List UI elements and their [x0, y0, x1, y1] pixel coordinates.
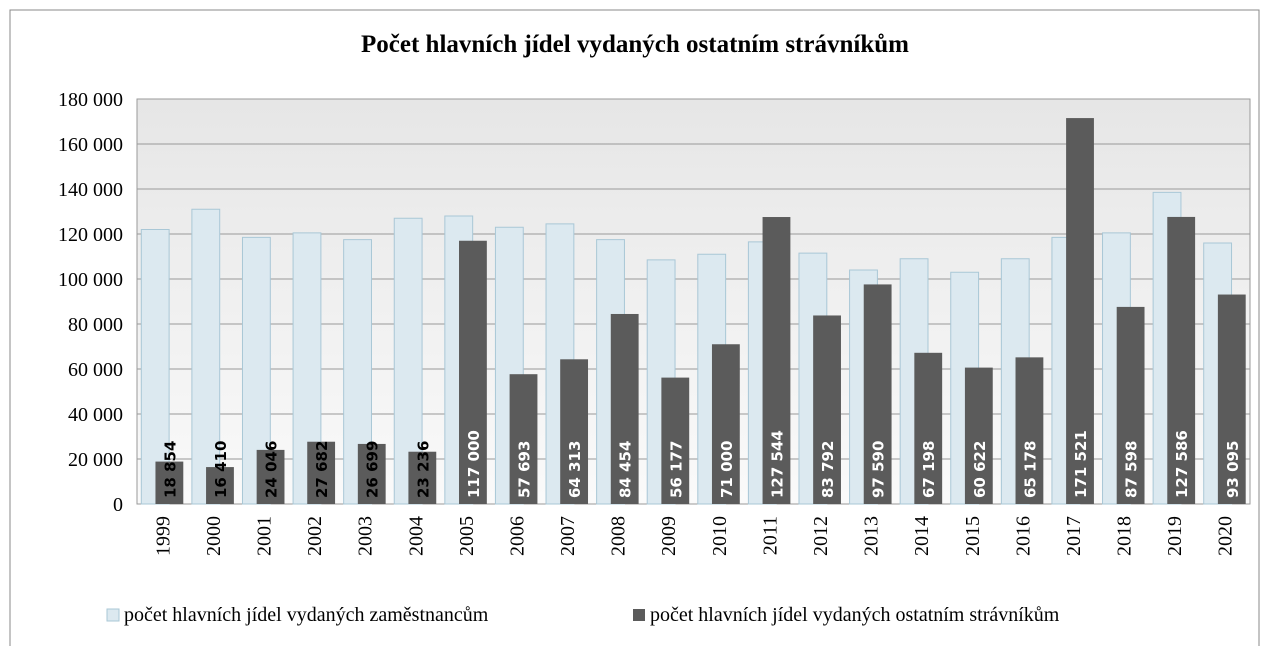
data-label: 56 177 — [667, 441, 685, 498]
bar — [813, 315, 841, 504]
x-tick-label: 2008 — [608, 516, 630, 556]
x-tick-label: 1999 — [152, 516, 174, 556]
data-label: 97 590 — [870, 441, 888, 498]
bar — [1116, 306, 1145, 504]
x-tick-label: 2012 — [810, 516, 832, 556]
data-label: 71 000 — [718, 441, 736, 498]
data-label: 24 046 — [263, 441, 281, 498]
x-tick-label: 2018 — [1114, 516, 1136, 556]
bar — [155, 461, 184, 504]
bar — [1066, 118, 1094, 504]
bar — [661, 377, 690, 504]
legend-label: počet hlavních jídel vydaných zaměstnanc… — [124, 604, 489, 626]
y-tick-label: 160 000 — [58, 134, 123, 156]
chart-title: Počet hlavních jídel vydaných ostatním s… — [361, 31, 909, 58]
legend-label: počet hlavních jídel vydaných ostatním s… — [650, 604, 1060, 626]
x-tick-label: 2015 — [962, 516, 984, 556]
legend-swatch — [106, 608, 120, 622]
data-label: 26 699 — [364, 441, 382, 498]
data-label: 93 095 — [1224, 441, 1242, 498]
bar — [964, 367, 993, 504]
bar — [1217, 294, 1246, 504]
x-tick-label: 2007 — [557, 516, 579, 556]
bar — [560, 359, 589, 504]
x-tick-label: 2003 — [355, 516, 377, 556]
y-tick-label: 60 000 — [68, 359, 123, 381]
x-tick-label: 2011 — [759, 516, 781, 555]
bar — [711, 344, 740, 504]
bar — [863, 284, 892, 504]
x-tick-label: 2017 — [1063, 516, 1085, 556]
data-label: 127 586 — [1173, 430, 1191, 498]
x-tick-label: 2019 — [1164, 516, 1186, 556]
bar — [509, 374, 538, 504]
bar — [914, 352, 943, 504]
data-label: 171 521 — [1072, 430, 1090, 498]
data-label: 64 313 — [566, 441, 584, 498]
data-label: 84 454 — [617, 441, 635, 498]
data-label: 16 410 — [212, 441, 230, 498]
legend-swatch — [633, 609, 645, 621]
x-tick-label: 2000 — [203, 516, 225, 556]
bar — [307, 441, 336, 504]
x-tick-label: 2004 — [405, 516, 427, 556]
data-label: 23 236 — [414, 441, 432, 498]
x-tick-label: 2014 — [911, 516, 933, 556]
y-tick-label: 20 000 — [68, 449, 123, 471]
x-tick-label: 2001 — [253, 516, 275, 556]
bar — [357, 443, 386, 504]
x-tick-label: 2016 — [1012, 516, 1034, 556]
bar — [610, 313, 639, 504]
x-tick-label: 2002 — [304, 516, 326, 556]
x-tick-label: 2009 — [658, 516, 680, 556]
y-tick-label: 180 000 — [58, 89, 123, 111]
data-label: 65 178 — [1021, 441, 1039, 498]
x-tick-label: 2013 — [861, 516, 883, 556]
bar — [256, 449, 285, 504]
bar — [206, 467, 234, 504]
data-label: 67 198 — [920, 441, 938, 498]
bar — [1015, 357, 1044, 504]
data-label: 57 693 — [516, 441, 534, 498]
data-label: 87 598 — [1123, 441, 1141, 498]
bar — [191, 208, 221, 505]
data-label: 83 792 — [819, 441, 837, 498]
y-tick-label: 80 000 — [68, 314, 123, 336]
x-tick-label: 2005 — [456, 516, 478, 556]
y-tick-label: 0 — [113, 494, 123, 516]
bar — [408, 451, 437, 504]
bar — [762, 217, 791, 504]
data-label: 27 682 — [313, 441, 331, 498]
data-label: 127 544 — [768, 430, 786, 498]
y-tick-label: 100 000 — [58, 269, 123, 291]
data-label: 60 622 — [971, 441, 989, 498]
bar — [1167, 216, 1196, 504]
y-tick-label: 140 000 — [58, 179, 123, 201]
bar — [459, 240, 487, 504]
x-tick-label: 2006 — [506, 516, 528, 556]
x-tick-label: 2010 — [709, 516, 731, 556]
data-label: 117 000 — [465, 430, 483, 498]
x-tick-label: 2020 — [1215, 516, 1237, 556]
y-tick-label: 120 000 — [58, 224, 123, 246]
bar — [140, 229, 170, 505]
data-label: 18 854 — [161, 441, 179, 498]
y-tick-label: 40 000 — [68, 404, 123, 426]
